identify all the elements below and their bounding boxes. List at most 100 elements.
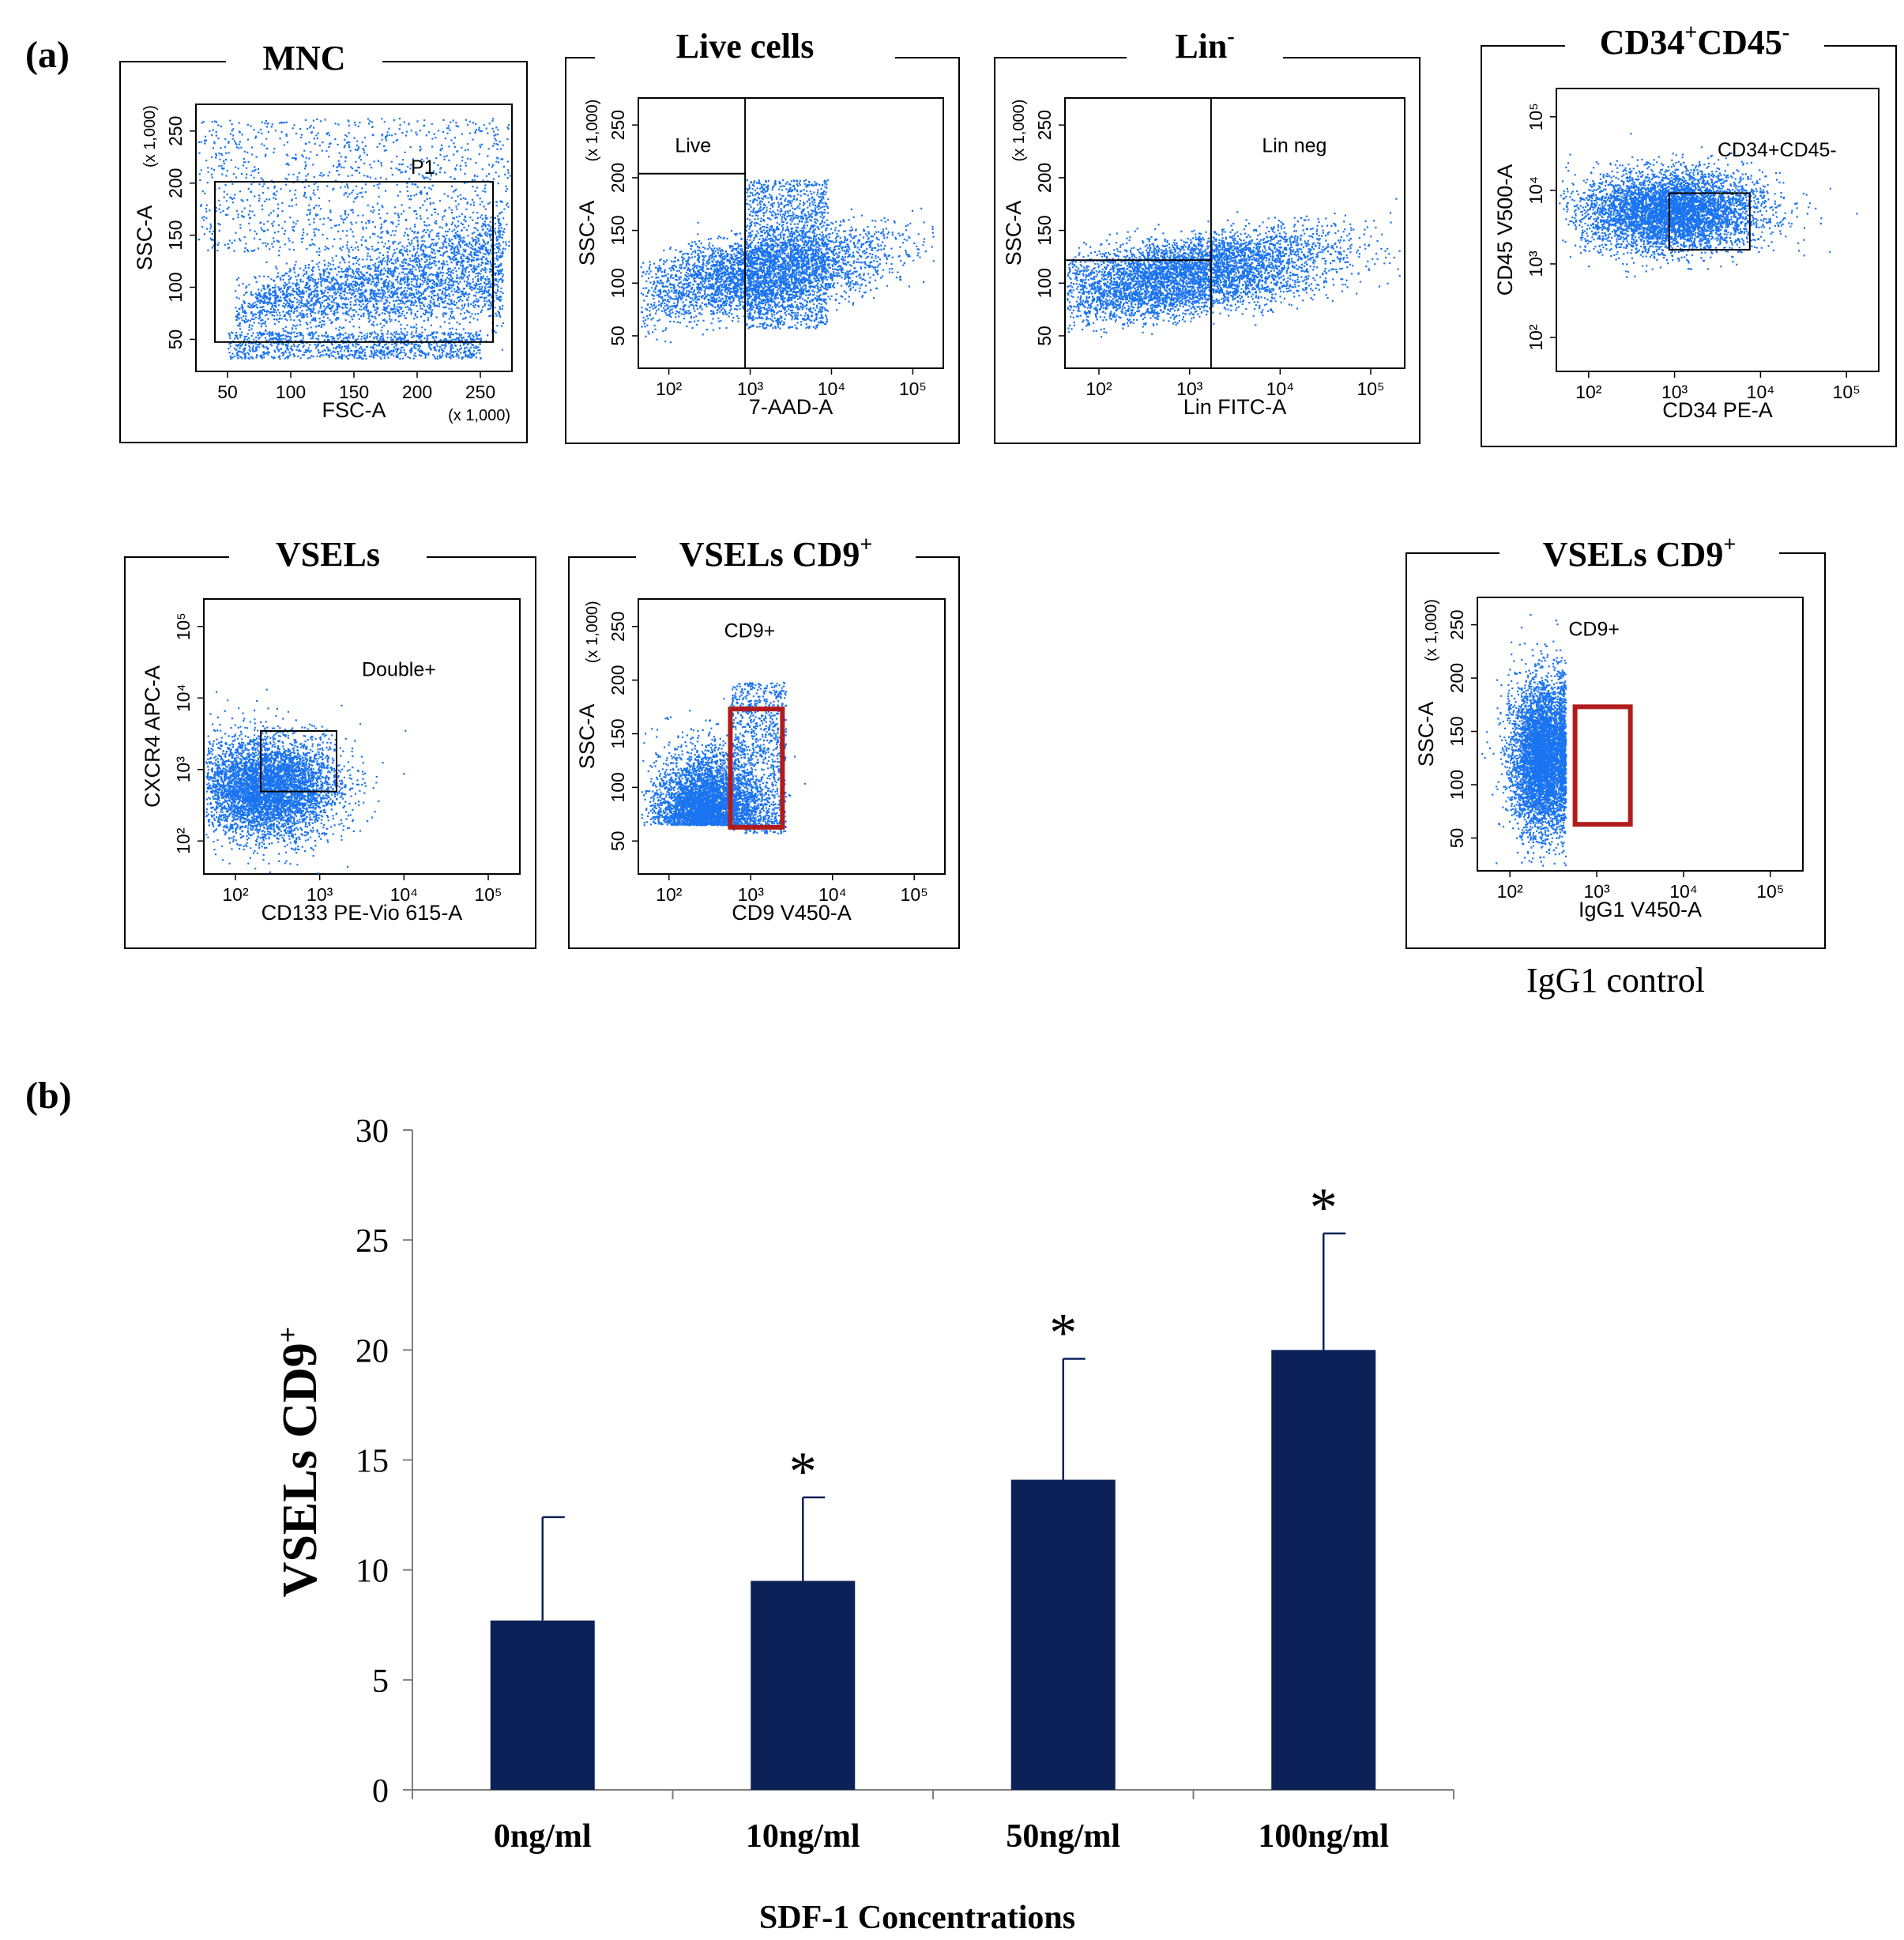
- y-axis-label: SSC-A: [1002, 201, 1025, 266]
- panel-title-main: VSELs: [276, 535, 380, 574]
- gate-rect: [1572, 704, 1633, 827]
- y-tick-label: 10²: [1526, 324, 1546, 351]
- flow-panel-4: CD34+CD45-CD34+CD45-10² 10³ 10⁴ 10⁵10²10³10…: [1481, 21, 1897, 447]
- y-axis-title-sup: +: [272, 1327, 303, 1343]
- y-tick-label: 10²: [173, 827, 194, 854]
- panel-title-main: CD34: [1600, 23, 1685, 62]
- plot-area: [203, 598, 521, 875]
- scatter-points: [1559, 133, 1858, 278]
- gate-group: [214, 181, 494, 343]
- panel-title-sup: -: [1227, 24, 1234, 49]
- x-tick-label: 50: [217, 382, 238, 402]
- x-tick-label: 10⁵: [1357, 379, 1384, 399]
- x-tick-label: 250: [465, 382, 495, 402]
- flow-panel-2: Live cells Live 10² 10³ 10⁴ 10⁵ 50 100 150 200 250…: [565, 27, 960, 444]
- gate-label: P1: [411, 156, 435, 179]
- y-axis-unit: (x 1,000): [584, 100, 601, 162]
- flow-panel-6: VSELs CD9+ CD9+ 10² 10³ 10⁴ 10⁵ 50 100 150 200 250…: [568, 533, 960, 949]
- flow-cytometry-panels: MNC P1 50 100 150 200 250 50 100 150 200 250 FSC-A SS…: [119, 21, 1897, 1000]
- x-tick-label: 10³: [1176, 379, 1203, 399]
- panel-label-b: (b): [25, 1075, 72, 1117]
- y-tick-label: 150: [608, 718, 628, 748]
- y-axis-label: SSC-A: [575, 201, 599, 266]
- x-tick-label: 200: [402, 382, 432, 402]
- x-tick-label: 10²: [1497, 881, 1524, 902]
- x-tick-label: 10⁴: [390, 884, 418, 905]
- x-tick-label: 10³: [1583, 881, 1610, 902]
- panel-title-main: VSELs CD9: [1543, 535, 1724, 574]
- y-tick-label: 100: [608, 772, 628, 802]
- panel-title-main: Live cells: [676, 27, 815, 66]
- scatter-dots: [205, 688, 407, 875]
- gate-rect: [214, 181, 494, 343]
- panel-title: VSELs CD9+: [679, 533, 873, 574]
- scatter-points: [1067, 198, 1401, 338]
- panel-title-rest: CD45: [1697, 23, 1782, 62]
- y-tick-label: 50: [1447, 828, 1467, 849]
- panel-title-sup2: -: [1782, 21, 1789, 45]
- x-axis-label: FSC-A: [322, 398, 386, 422]
- y-tick-label: 10³: [1526, 251, 1546, 277]
- panel-title-main: VSELs CD9: [679, 535, 860, 574]
- scatter-dots: [640, 179, 935, 344]
- flow-panel-3: Lin- Lin neg 10² 10³ 10⁴ 10⁵ 50 100 150 200 250 Lin…: [994, 24, 1420, 444]
- y-tick-label: 250: [608, 612, 628, 642]
- x-axis-unit: (x 1,000): [448, 407, 510, 424]
- x-axis-label: CD133 PE-Vio 615-A: [262, 901, 463, 925]
- y-tick-label: 250: [1447, 609, 1467, 639]
- x-tick-label: 10³: [737, 379, 764, 399]
- significance-star: *: [1049, 1302, 1077, 1363]
- panel-label-a: (a): [25, 34, 70, 76]
- panel-title: MNC: [262, 39, 345, 77]
- x-axis-label: Lin FITC-A: [1183, 395, 1287, 419]
- y-tick-label: 30: [356, 1113, 389, 1150]
- panel-title: CD34+CD45-: [1600, 21, 1789, 62]
- panel-title: VSELs CD9+: [1543, 533, 1737, 574]
- y-tick-label: 200: [608, 163, 628, 193]
- y-tick-label: 100: [1034, 268, 1055, 298]
- y-axis-label: CD45 V500-A: [1493, 164, 1517, 296]
- scatter-dots: [198, 118, 511, 360]
- x-tick-label: 10⁵: [901, 884, 928, 905]
- bar-50ng/ml: [1010, 1479, 1116, 1790]
- x-tick-label: 10⁴: [1669, 881, 1697, 902]
- gate-group: [638, 98, 747, 368]
- x-tick-label: 10⁵: [899, 379, 927, 399]
- y-axis-unit: (x 1,000): [1423, 599, 1440, 661]
- x-axis-title: SDF-1 Concentrations: [759, 1900, 1075, 1936]
- gate-label: Double+: [362, 658, 436, 680]
- gate-label: CD9+: [1568, 618, 1620, 640]
- scatter-points: [640, 179, 935, 344]
- panel-title-main: Lin: [1175, 27, 1227, 66]
- gate-group: [728, 706, 785, 830]
- x-tick-label: 10⁴: [1266, 379, 1294, 399]
- gate-group: [1572, 704, 1633, 827]
- x-axis-label: CD34 PE-A: [1662, 398, 1773, 422]
- bar-100ng/ml: [1271, 1350, 1376, 1790]
- x-category-label: 100ng/ml: [1258, 1818, 1389, 1855]
- x-tick-label: 10⁴: [1747, 382, 1774, 402]
- panel-title-sup: +: [1723, 533, 1736, 557]
- y-tick-label: 150: [1034, 215, 1055, 245]
- x-tick-label: 10⁴: [818, 379, 845, 399]
- scatter-dots: [1559, 133, 1858, 278]
- y-tick-label: 50: [165, 330, 186, 350]
- y-tick-label: 150: [1447, 716, 1467, 746]
- y-tick-label: 250: [1034, 110, 1055, 140]
- panel-caption: IgG1 control: [1526, 961, 1705, 1000]
- gate-rect: [1668, 192, 1751, 251]
- flow-panel-1: MNC P1 50 100 150 200 250 50 100 150 200 250 FSC-A SS…: [119, 39, 528, 443]
- y-tick-label: 100: [165, 272, 186, 302]
- x-tick-label: 10²: [222, 884, 249, 905]
- x-tick-label: 150: [339, 382, 369, 402]
- x-tick-label: 10²: [656, 884, 683, 905]
- y-tick-label: 0: [372, 1773, 389, 1810]
- scatter-dots: [1067, 198, 1401, 338]
- flow-panel-5: VSELs Double+ 10² 10³ 10⁴ 10⁵ 10² 10³ 10⁴ 10⁵ CD13…: [124, 535, 536, 949]
- panel-frame: [565, 57, 960, 444]
- x-tick-label: 100: [276, 382, 306, 402]
- y-tick-label: 25: [356, 1223, 389, 1260]
- y-tick-label: 50: [608, 326, 628, 346]
- panel-title: Live cells: [676, 27, 815, 66]
- plot-area: [638, 598, 946, 875]
